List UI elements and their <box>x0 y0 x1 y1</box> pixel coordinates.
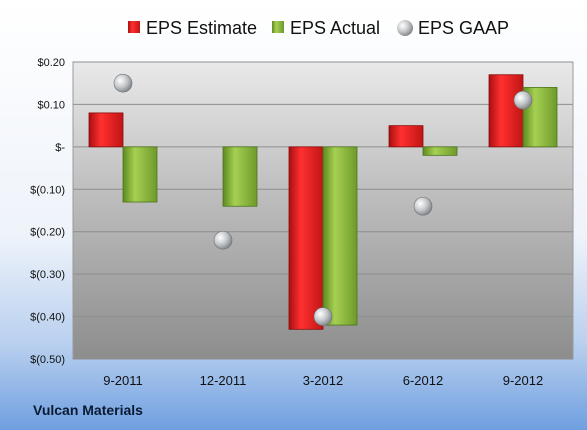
x-tick-label: 6-2012 <box>403 373 443 388</box>
legend-item-estimate: EPS Estimate <box>128 18 257 38</box>
legend-label-actual: EPS Actual <box>290 18 380 38</box>
marker-eps-gaap <box>313 307 333 326</box>
y-tick-label: $(0.30) <box>30 269 65 281</box>
bar-eps-estimate <box>88 112 124 148</box>
legend-swatch-estimate <box>128 21 140 33</box>
x-axis-ticks: 9-2011 12-2011 3-2012 6-2012 9-2012 <box>103 373 543 388</box>
y-tick-label: $- <box>55 142 65 154</box>
legend: EPS Estimate EPS Actual EPS GAAP <box>128 18 509 38</box>
bar-eps-actual <box>222 146 258 207</box>
legend-item-actual: EPS Actual <box>272 18 380 38</box>
bar-eps-actual <box>122 146 158 203</box>
legend-swatch-gaap <box>397 20 413 36</box>
gaap-markers <box>113 73 533 326</box>
y-tick-label: $(0.50) <box>30 354 65 366</box>
y-tick-label: $(0.40) <box>30 312 65 324</box>
legend-label-estimate: EPS Estimate <box>146 18 257 38</box>
x-tick-label: 9-2011 <box>103 373 143 388</box>
legend-swatch-actual <box>272 21 284 33</box>
x-tick-label: 3-2012 <box>303 373 343 388</box>
bar-eps-estimate <box>388 125 424 148</box>
marker-eps-gaap <box>113 73 133 93</box>
company-name: Vulcan Materials <box>33 402 143 418</box>
bar-eps-actual <box>422 146 458 156</box>
bar-eps-estimate <box>488 74 524 148</box>
legend-label-gaap: EPS GAAP <box>418 18 509 38</box>
marker-eps-gaap <box>413 196 433 216</box>
marker-eps-gaap <box>213 230 233 250</box>
y-tick-label: $0.20 <box>37 57 65 69</box>
y-tick-label: $0.10 <box>37 99 65 111</box>
x-tick-label: 9-2012 <box>503 373 543 388</box>
marker-eps-gaap <box>513 90 533 110</box>
bar-eps-actual <box>322 146 358 326</box>
legend-item-gaap: EPS GAAP <box>397 18 509 38</box>
y-tick-label: $(0.10) <box>30 184 65 196</box>
bar-eps-estimate <box>288 146 324 330</box>
y-tick-label: $(0.20) <box>30 227 65 239</box>
bars <box>88 74 558 330</box>
x-tick-label: 12-2011 <box>200 373 247 388</box>
y-axis-ticks: $0.20 $0.10 $- $(0.10) $(0.20) $(0.30) $(0.40)… <box>30 57 65 366</box>
